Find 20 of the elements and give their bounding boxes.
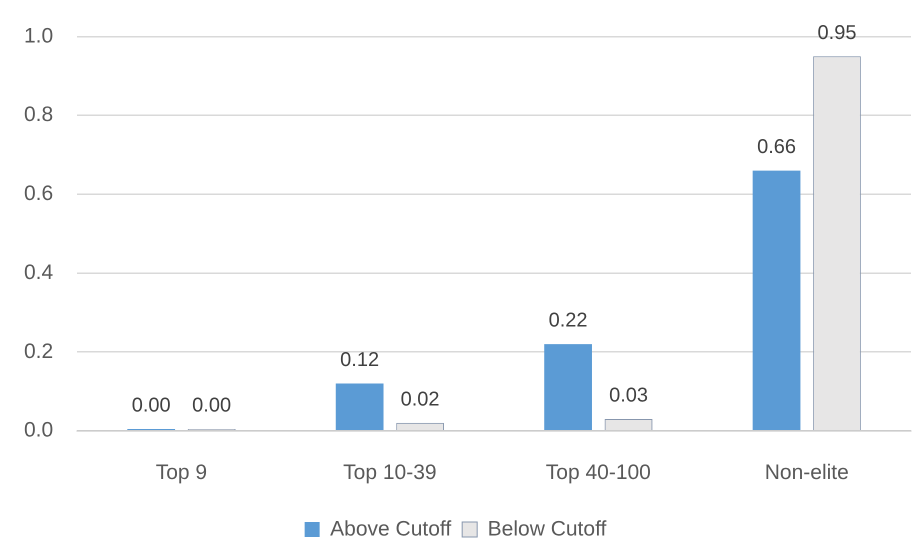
data-label: 0.00 xyxy=(192,394,232,417)
legend-label: Below Cutoff xyxy=(488,517,607,540)
data-label: 0.02 xyxy=(400,388,440,410)
data-label: 0.95 xyxy=(818,22,856,44)
data-label: 0.03 xyxy=(609,384,648,406)
data-label: 0.12 xyxy=(340,349,380,372)
y-tick-label: 0.0 xyxy=(24,418,54,442)
x-tick-label: Non-elite xyxy=(764,461,849,484)
data-label: 0.00 xyxy=(132,394,171,417)
y-tick-label: 0.4 xyxy=(24,260,54,284)
data-label: 0.22 xyxy=(548,310,588,332)
x-tick-label: Top 10-39 xyxy=(343,461,437,484)
y-tick-label: 0.6 xyxy=(24,182,54,206)
y-tick-label: 0.2 xyxy=(24,340,54,363)
x-tick-label: Top 40-100 xyxy=(546,461,651,484)
data-label: 0.66 xyxy=(757,136,796,158)
legend-label: Above Cutoff xyxy=(330,517,452,540)
y-tick-label: 1.0 xyxy=(24,24,54,48)
x-tick-label: Top 9 xyxy=(156,461,208,484)
y-tick-label: 0.8 xyxy=(24,103,54,126)
